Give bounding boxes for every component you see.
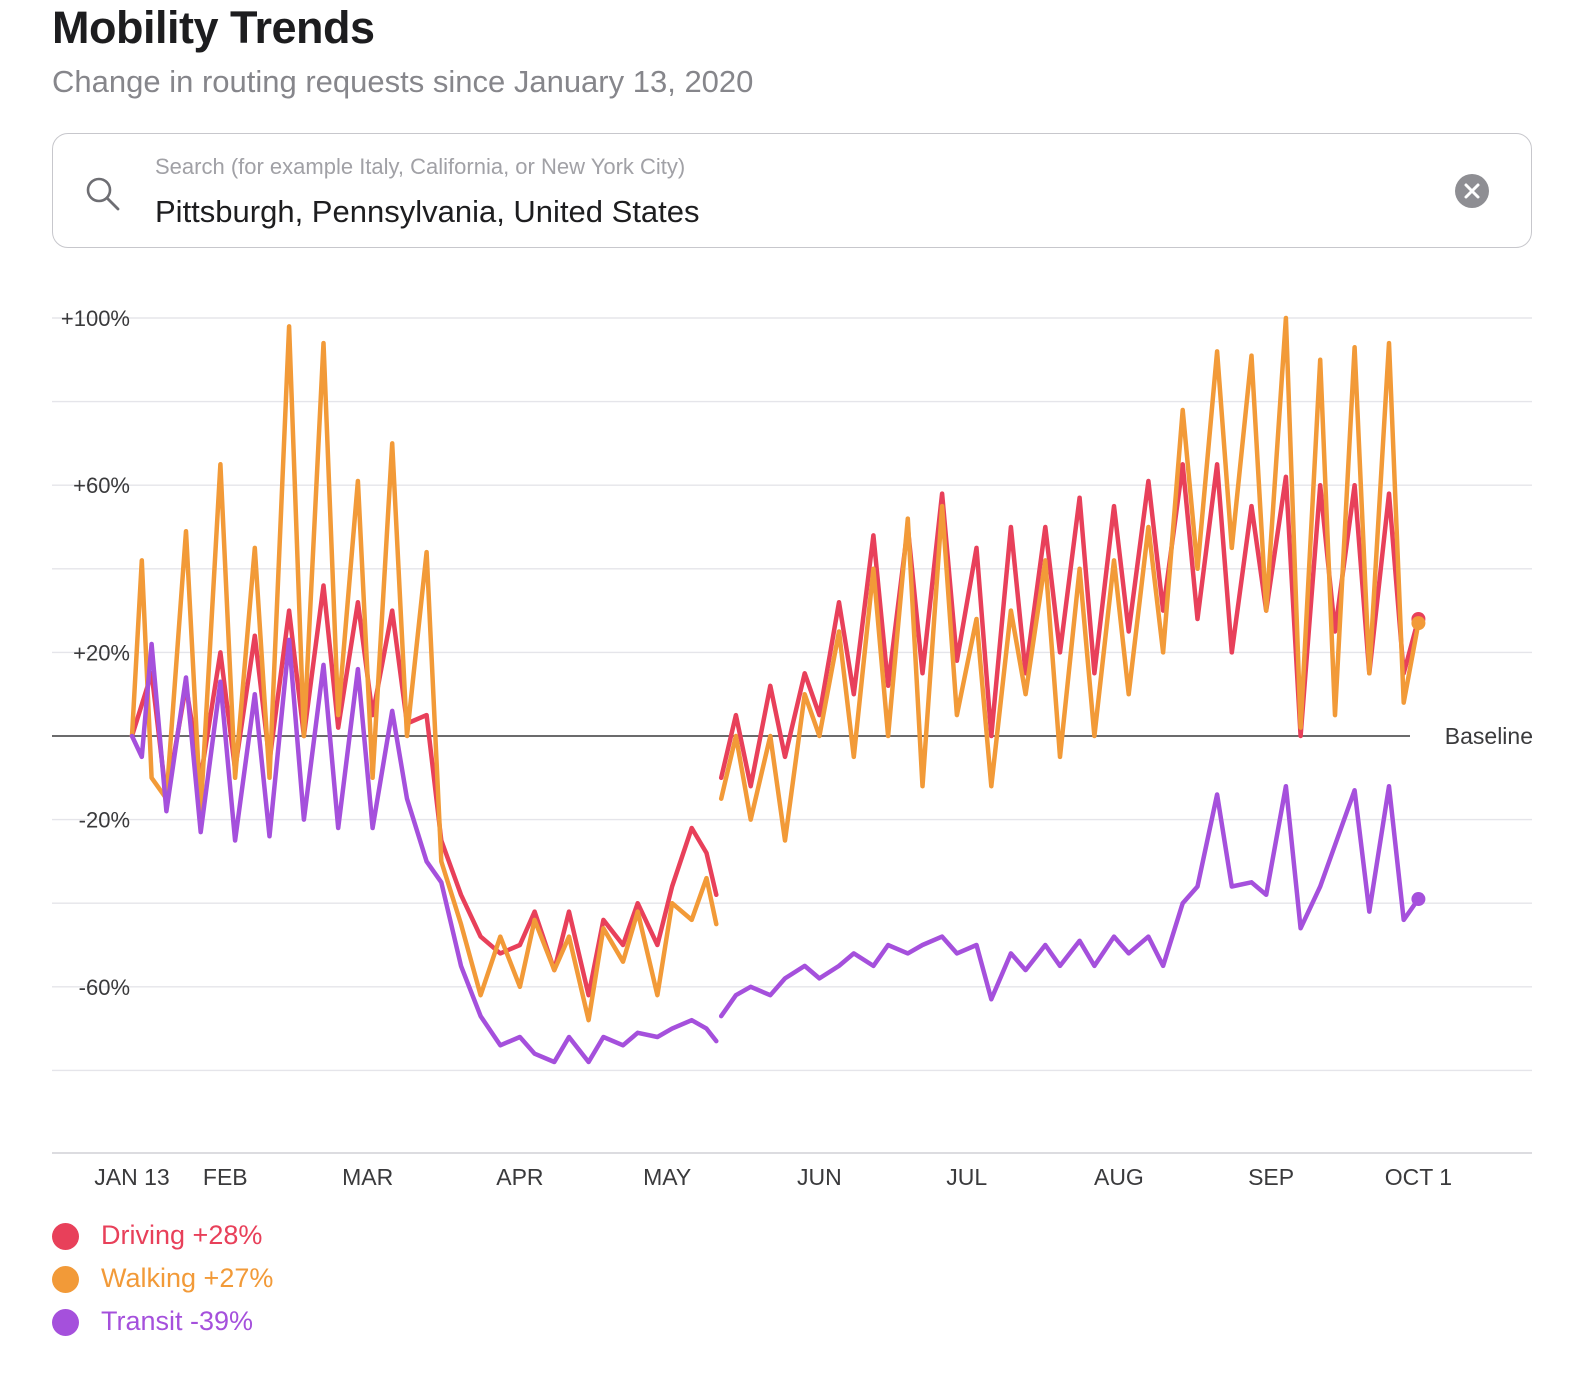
search-icon bbox=[85, 176, 121, 212]
legend-label-driving: Driving +28% bbox=[101, 1220, 262, 1251]
chart-grid bbox=[52, 317, 1532, 1154]
search-placeholder: Search (for example Italy, California, o… bbox=[155, 154, 686, 179]
x-tick-label: MAY bbox=[643, 1164, 691, 1190]
clear-icon bbox=[1464, 183, 1480, 199]
search-box[interactable]: Search (for example Italy, California, o… bbox=[52, 133, 1532, 248]
y-tick-label: -60% bbox=[79, 975, 130, 1000]
series-endpoint-walking[interactable] bbox=[1411, 616, 1426, 631]
page-title: Mobility Trends bbox=[52, 2, 375, 53]
series-line-walking-1 bbox=[129, 324, 719, 1023]
legend-dot-transit bbox=[52, 1309, 79, 1336]
x-axis-labels: JAN 13 FEB MAR APR MAY JUN JUL AUG SEP OCT 1 bbox=[94, 1164, 1452, 1190]
legend-value: +28% bbox=[192, 1220, 263, 1250]
series-line-driving-1 bbox=[129, 583, 719, 998]
legend-label-walking: Walking +27% bbox=[101, 1263, 273, 1294]
baseline-label: Baseline bbox=[1445, 723, 1533, 749]
legend-value: -39% bbox=[190, 1306, 254, 1336]
x-tick-label: MAR bbox=[342, 1164, 393, 1190]
x-tick-label: JUL bbox=[946, 1164, 987, 1190]
search-input[interactable]: Pittsburgh, Pennsylvania, United States bbox=[155, 194, 700, 229]
x-tick-label: APR bbox=[496, 1164, 543, 1190]
y-axis-labels: +100% +60% +20% -20% -60% bbox=[61, 306, 130, 1000]
legend-value: +27% bbox=[203, 1263, 274, 1293]
x-tick-label: OCT 1 bbox=[1385, 1164, 1452, 1190]
chart-series bbox=[129, 315, 1426, 1065]
legend-label-transit: Transit -39% bbox=[101, 1306, 253, 1337]
x-tick-label: SEP bbox=[1248, 1164, 1294, 1190]
series-line-transit-1 bbox=[129, 637, 719, 1065]
page-subtitle: Change in routing requests since January… bbox=[52, 64, 754, 99]
legend-name: Transit bbox=[101, 1306, 183, 1336]
clear-search-button[interactable] bbox=[1455, 174, 1489, 208]
mobility-chart: +100% +60% +20% -20% -60% JAN 13 FEB MAR APR MAY… bbox=[52, 306, 1533, 1190]
series-line-transit-2 bbox=[718, 783, 1421, 1019]
series-endpoint-transit[interactable] bbox=[1411, 892, 1426, 907]
y-tick-label: +60% bbox=[73, 473, 130, 498]
x-tick-label: JUN bbox=[797, 1164, 842, 1190]
y-tick-label: -20% bbox=[79, 808, 130, 833]
series-line-walking-2 bbox=[718, 315, 1421, 843]
y-tick-label: +20% bbox=[73, 640, 130, 665]
x-tick-label: AUG bbox=[1094, 1164, 1144, 1190]
x-tick-label: FEB bbox=[203, 1164, 248, 1190]
legend-dot-walking bbox=[52, 1266, 79, 1293]
legend-name: Walking bbox=[101, 1263, 197, 1293]
legend-name: Driving bbox=[101, 1220, 186, 1250]
x-tick-label: JAN 13 bbox=[94, 1164, 169, 1190]
legend-dot-driving bbox=[52, 1223, 79, 1250]
y-tick-label: +100% bbox=[61, 306, 130, 331]
